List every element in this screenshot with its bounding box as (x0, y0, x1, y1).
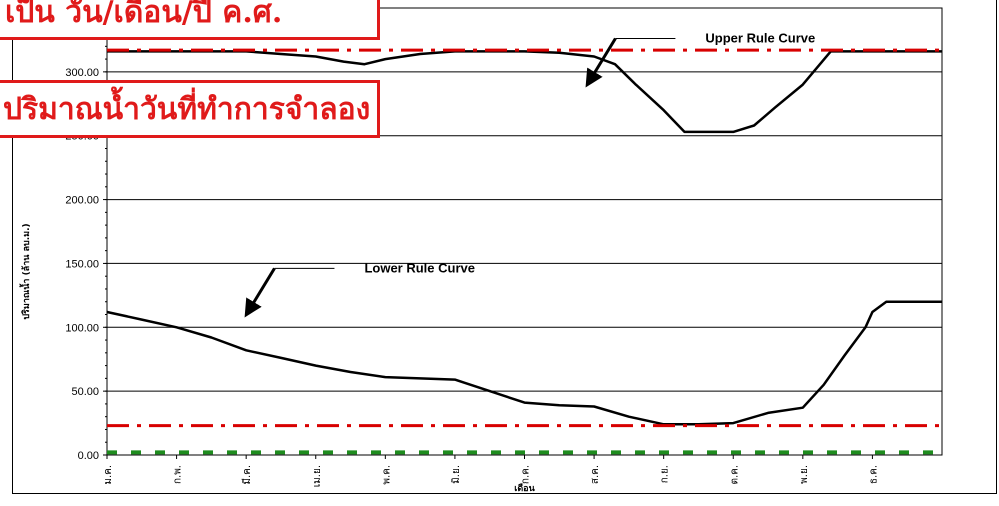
series-upper-rule-curve (107, 50, 942, 134)
annotation-label: Upper Rule Curve (705, 30, 815, 45)
x-tick-label: ก.ค. (521, 465, 532, 484)
series-lower-rule-curve (106, 300, 942, 426)
annotation-arrow (244, 267, 276, 318)
y-tick-label: 150.00 (65, 258, 99, 270)
x-tick-label: มิ.ย. (451, 465, 462, 484)
x-tick-label: ต.ค. (729, 465, 740, 485)
chart-frame: 0.0050.00100.00150.00200.00250.00300.00ม… (12, 0, 997, 494)
y-axis-title: ปริมาณน้ำ (ล้าน ลบ.ม.) (19, 223, 32, 319)
x-tick-label: ก.พ. (173, 465, 184, 484)
x-tick-label: ส.ค. (590, 465, 601, 484)
x-tick-label: ม.ค. (103, 465, 114, 485)
annotation-label: Lower Rule Curve (364, 260, 475, 275)
y-tick-label: 200.00 (65, 195, 99, 207)
x-tick-label: ธ.ค. (868, 465, 879, 484)
y-tick-label: 300.00 (65, 67, 99, 79)
x-tick-label: ก.ย. (660, 465, 671, 483)
simulation-volume-note: ปริมาณน้ำวันที่ทำการจำลอง (0, 80, 380, 138)
y-tick-label: 50.00 (71, 386, 99, 398)
x-axis-title: เดือน (514, 482, 535, 493)
x-tick-label: พ.ค. (381, 465, 392, 485)
y-tick-label: 0.00 (78, 450, 99, 462)
annotation-arrow (585, 37, 617, 88)
y-tick-label: 100.00 (65, 322, 99, 334)
date-format-note: เป็น วัน/เดือน/ปี ค.ศ. (0, 0, 380, 40)
chart-svg: 0.0050.00100.00150.00200.00250.00300.00ม… (19, 7, 943, 493)
x-tick-label: มี.ค. (241, 465, 253, 485)
x-tick-label: พ.ย. (799, 465, 810, 484)
x-tick-label: เม.ย. (312, 465, 323, 487)
plot-area (106, 7, 943, 456)
